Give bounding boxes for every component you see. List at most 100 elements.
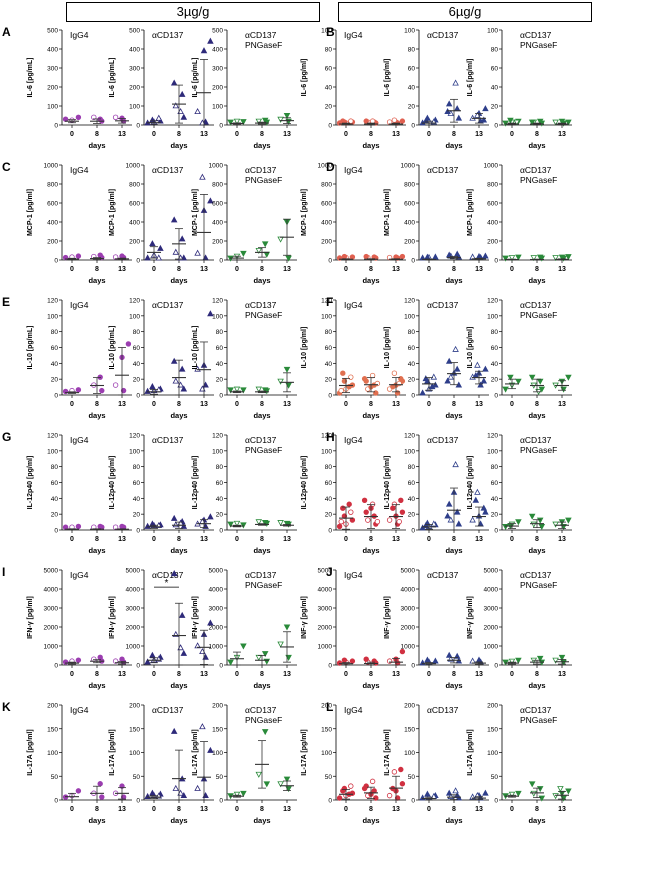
data-point (386, 517, 393, 523)
data-point (480, 116, 488, 123)
x-tick-label: 8 (260, 266, 264, 273)
x-tick-label: 13 (283, 266, 291, 273)
data-point (422, 375, 430, 382)
data-point (255, 654, 263, 661)
data-point (452, 79, 459, 86)
subplot-title: αCD137 (245, 570, 277, 580)
y-tick-label: 100 (321, 313, 332, 320)
y-axis-label: IL-6 [pg/mL] (27, 57, 34, 97)
data-point (371, 658, 377, 664)
y-tick-label: 0 (328, 528, 332, 535)
y-tick-label: 2000 (209, 625, 224, 632)
data-point (396, 518, 402, 525)
data-point (172, 248, 180, 255)
y-axis-label: INF-γ [pg/ml] (301, 596, 308, 639)
data-point (391, 769, 398, 775)
subplot-title: PNGaseF (520, 40, 557, 50)
data-point (277, 520, 284, 527)
subplot-title: αCD137 (427, 165, 459, 175)
y-tick-label: 100 (212, 313, 223, 320)
y-tick-label: 2000 (126, 625, 141, 632)
x-tick-label: 0 (510, 536, 514, 543)
y-tick-label: 5000 (484, 568, 499, 575)
x-axis-label: days (88, 816, 105, 825)
panel-label-G: G (2, 430, 11, 444)
y-tick-label: 80 (133, 464, 141, 471)
y-tick-label: 60 (408, 345, 416, 352)
subplot-title: PNGaseF (520, 445, 557, 455)
y-tick-label: 100 (129, 750, 140, 757)
x-tick-label: 13 (200, 806, 208, 813)
x-tick-label: 13 (475, 266, 483, 273)
subplot-title: αCD137 (427, 435, 459, 445)
x-tick-label: 13 (118, 266, 126, 273)
y-tick-label: 0 (219, 393, 223, 400)
data-point (240, 522, 247, 529)
y-axis-label: INF-γ [pg/ml] (384, 596, 391, 639)
y-tick-label: 120 (321, 433, 332, 440)
y-tick-label: 3000 (401, 606, 416, 613)
data-point (538, 795, 546, 802)
y-axis-label: IL-17A [pg/ml] (301, 729, 308, 775)
data-point (75, 657, 82, 663)
y-axis-label: MCP-1 [pg/ml] (192, 189, 199, 236)
subplot-title: IgG4 (344, 30, 363, 40)
y-tick-label: 80 (216, 464, 224, 471)
x-axis-label: days (170, 546, 187, 555)
y-tick-label: 120 (404, 433, 415, 440)
data-point (170, 216, 178, 223)
x-tick-label: 13 (475, 806, 483, 813)
data-point (240, 790, 247, 797)
data-point (207, 619, 214, 626)
x-tick-label: 13 (118, 131, 126, 138)
y-tick-label: 3000 (126, 606, 141, 613)
data-point (432, 381, 439, 388)
data-point (99, 387, 105, 394)
data-point (453, 250, 461, 257)
subplot-title: IgG4 (344, 570, 363, 580)
y-tick-label: 120 (404, 298, 415, 305)
data-point (97, 252, 103, 258)
data-point (536, 378, 544, 385)
x-tick-label: 0 (152, 671, 156, 678)
y-tick-label: 200 (404, 239, 415, 246)
data-point (390, 505, 396, 511)
x-tick-label: 8 (260, 401, 264, 408)
x-axis-label: days (253, 816, 270, 825)
y-tick-label: 40 (325, 496, 333, 503)
x-tick-label: 8 (452, 536, 456, 543)
data-point (515, 254, 522, 261)
x-axis-label: days (253, 141, 270, 150)
data-point (240, 643, 247, 650)
data-point (149, 240, 156, 247)
x-axis-label: days (528, 411, 545, 420)
x-tick-label: 13 (558, 266, 566, 273)
x-tick-label: 13 (558, 131, 566, 138)
x-axis-label: days (88, 681, 105, 690)
data-point (170, 727, 178, 734)
y-tick-label: 200 (129, 703, 140, 710)
y-tick-label: 1000 (44, 644, 59, 651)
y-tick-label: 40 (491, 361, 499, 368)
data-point (369, 778, 376, 785)
y-tick-label: 0 (328, 798, 332, 805)
subplot-title: PNGaseF (245, 715, 282, 725)
x-tick-label: 0 (427, 806, 431, 813)
data-point (445, 789, 453, 796)
data-point (227, 521, 234, 528)
y-tick-label: 40 (408, 85, 416, 92)
x-tick-label: 0 (152, 536, 156, 543)
y-tick-label: 100 (129, 313, 140, 320)
y-tick-label: 100 (487, 313, 498, 320)
y-tick-label: 20 (216, 377, 224, 384)
data-point (233, 520, 241, 527)
x-tick-label: 0 (510, 806, 514, 813)
data-point (170, 514, 178, 521)
x-axis-label: days (362, 141, 379, 150)
panel-label-I: I (2, 565, 5, 579)
x-axis-label: days (528, 546, 545, 555)
y-tick-label: 100 (212, 104, 223, 111)
x-tick-label: 0 (235, 131, 239, 138)
y-tick-label: 60 (133, 345, 141, 352)
y-axis-label: INF-γ [pg/ml] (467, 596, 474, 639)
